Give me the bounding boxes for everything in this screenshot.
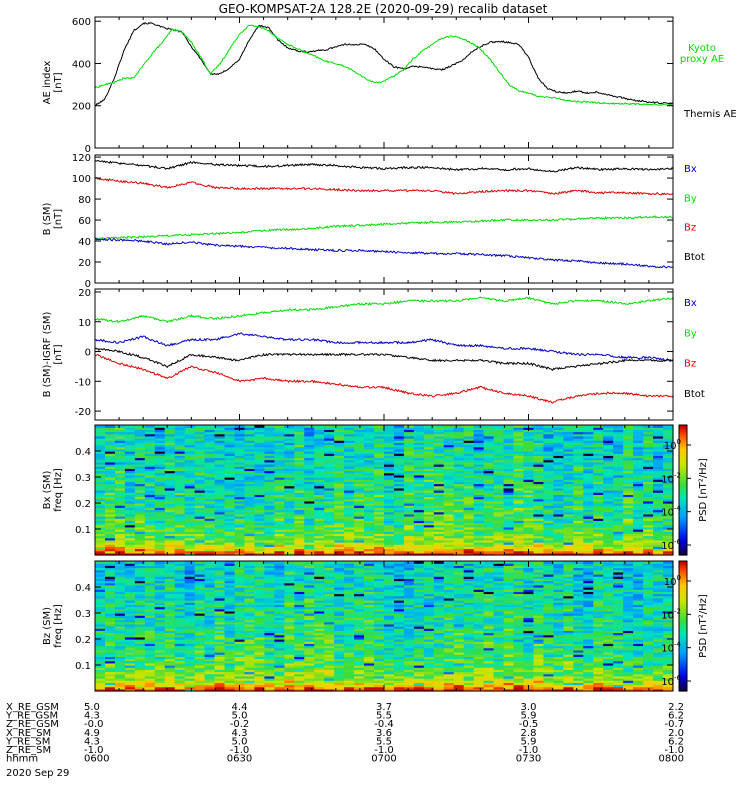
colorbar-tick-exp: -2 bbox=[674, 471, 681, 479]
y-tick-label: 20 bbox=[78, 288, 91, 299]
series-line-bx bbox=[95, 161, 673, 172]
y-tick-label: 60 bbox=[78, 216, 91, 227]
legend-line: proxy AE bbox=[680, 54, 724, 65]
figure-title: GEO-KOMPSAT-2A 128.2E (2020-09-29) recal… bbox=[219, 2, 548, 16]
panel-3: -20 -10 0 10 20 B (SM)-IGRF (SM)[nT] Bx By Bz Bto… bbox=[42, 288, 705, 420]
series-line-by bbox=[95, 333, 673, 361]
legend-by: By bbox=[684, 328, 697, 339]
legend-themis: Themis AE bbox=[683, 109, 737, 120]
series-line-bz bbox=[95, 355, 673, 404]
series-line-themis-ae bbox=[95, 23, 673, 107]
y-tick-label: 200 bbox=[72, 102, 91, 113]
y-axis-label-line: B (SM)-IGRF (SM) bbox=[42, 312, 53, 398]
y-tick-label: 100 bbox=[72, 174, 91, 185]
legend-bz: Bz bbox=[684, 223, 696, 234]
y-axis-label-line: B (SM) bbox=[42, 202, 53, 235]
legend-btot: Btot bbox=[684, 389, 705, 400]
legend-bx: Bx bbox=[684, 298, 697, 309]
y-axis-label-line: [nT] bbox=[53, 344, 64, 364]
series-group bbox=[95, 297, 673, 403]
colorbar-label: PSD [nT²/Hz] bbox=[698, 458, 709, 522]
y-tick-label: 10 bbox=[78, 318, 91, 329]
y-tick-label: 40 bbox=[78, 237, 91, 248]
y-axis-label: B (SM)[nT] bbox=[42, 202, 64, 235]
spectrogram-cells bbox=[95, 425, 674, 556]
y-axis-label-line: freq [Hz] bbox=[53, 468, 64, 512]
colorbar-tick-base: 10 bbox=[661, 508, 674, 519]
series-line-by bbox=[95, 178, 673, 195]
y-axis-label: Bx (SM)freq [Hz] bbox=[42, 468, 64, 512]
series-line-btot bbox=[95, 348, 673, 370]
colorbar-tick-base: 10 bbox=[661, 541, 674, 552]
series-line-bz bbox=[95, 216, 673, 240]
legend-bx: Bx bbox=[684, 164, 697, 175]
y-axis-label-line: [nT] bbox=[53, 72, 64, 92]
series-line-bx bbox=[95, 297, 673, 322]
y-tick-label: 400 bbox=[72, 59, 91, 70]
y-tick-label: 80 bbox=[78, 195, 91, 206]
legend-btot: Btot bbox=[684, 252, 705, 263]
colorbar-tick-base: 10 bbox=[661, 474, 674, 485]
y-tick-label: 0.4 bbox=[75, 447, 91, 458]
colorbar-tick-label: 10-2 bbox=[661, 471, 681, 485]
y-axis-label: AE index[nT] bbox=[42, 61, 64, 105]
y-tick-label: -20 bbox=[75, 407, 91, 418]
y-tick-label: 0.1 bbox=[75, 525, 91, 536]
series-line-btot bbox=[95, 238, 673, 268]
legend-line: Kyoto bbox=[688, 43, 716, 54]
colorbar-tick-label: 100 bbox=[664, 438, 681, 452]
y-axis-label-line: Bx (SM) bbox=[42, 471, 53, 510]
legend-bz: Bz bbox=[684, 359, 696, 370]
colorbar-tick-exp: -6 bbox=[674, 538, 682, 546]
y-tick-label: 120 bbox=[72, 153, 91, 164]
series-group bbox=[95, 23, 673, 107]
colorbar-tick-exp: 0 bbox=[677, 438, 681, 446]
y-tick-label: -10 bbox=[75, 377, 91, 388]
y-tick-label: 20 bbox=[78, 258, 91, 269]
panel-frame bbox=[95, 17, 673, 148]
y-axis-label-line: [nT] bbox=[53, 209, 64, 229]
y-axis-label-line: AE index bbox=[42, 61, 53, 105]
y-tick-label: 0.3 bbox=[75, 473, 91, 484]
y-tick-label: 0.2 bbox=[75, 499, 91, 510]
y-tick-label: 0 bbox=[85, 348, 91, 359]
legend-by: By bbox=[684, 193, 697, 204]
y-tick-label: 600 bbox=[72, 17, 91, 28]
colorbar-tick-exp: -4 bbox=[674, 505, 682, 513]
series-group bbox=[95, 161, 673, 269]
spectrogram-cells bbox=[95, 561, 674, 692]
colorbar-tick-base: 10 bbox=[664, 441, 677, 452]
y-axis-label: B (SM)-IGRF (SM)[nT] bbox=[42, 312, 64, 398]
